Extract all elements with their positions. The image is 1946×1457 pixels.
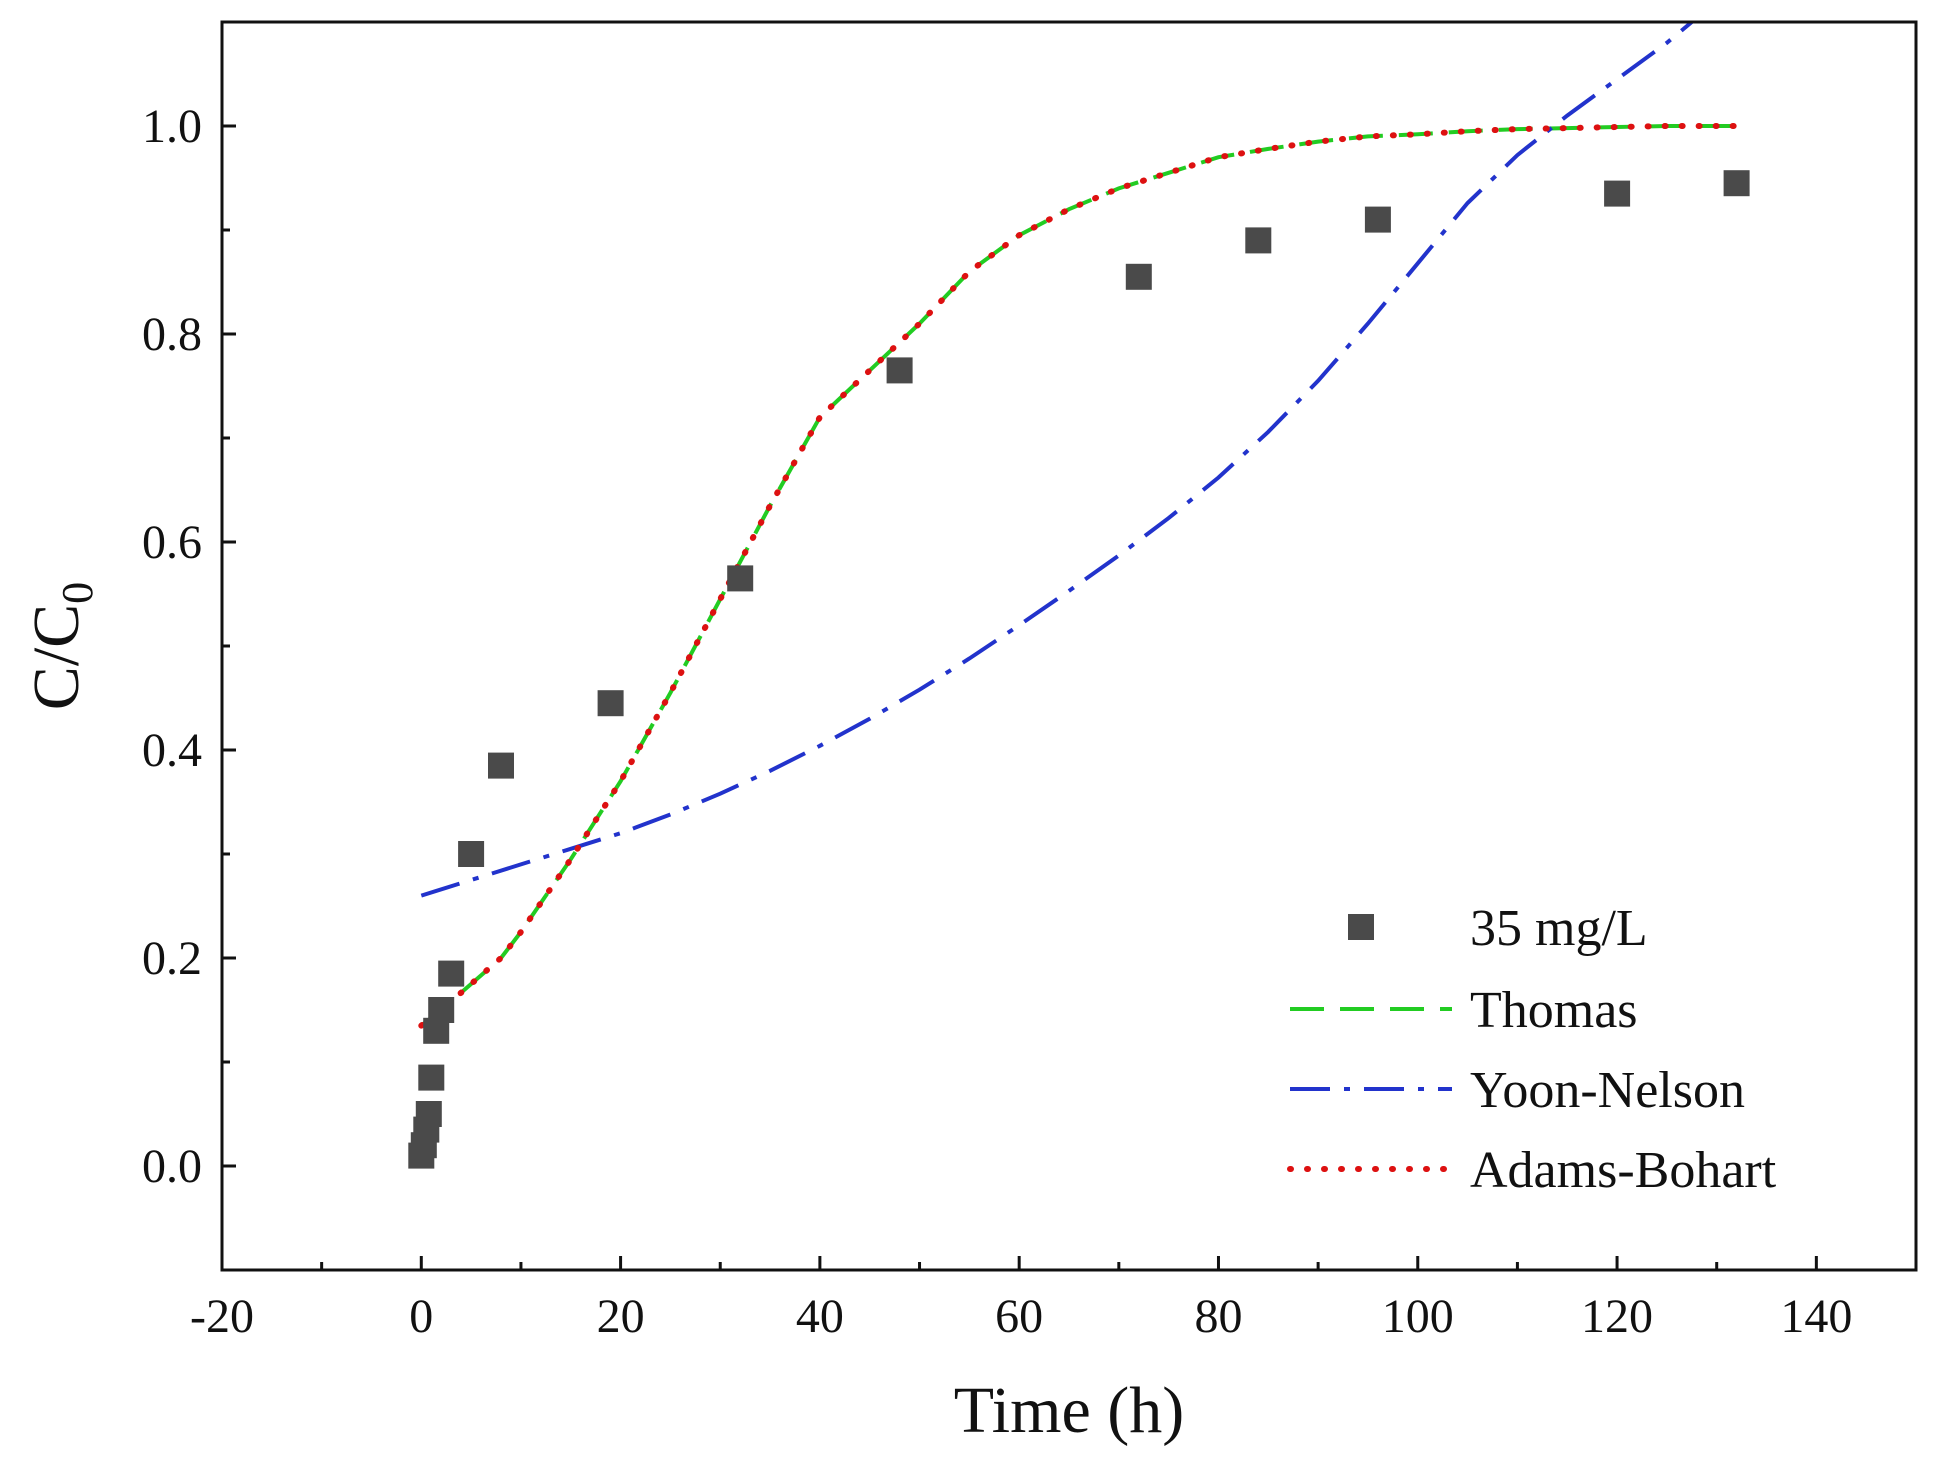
legend-marker xyxy=(1348,914,1374,940)
legend-label: 35 mg/L xyxy=(1470,900,1648,957)
ticks-layer: -20 0 20 40 60 80 100 120 140 0.0 0.2 0.4 0.6 0.8 1.0 xyxy=(142,100,1852,1343)
series-layer xyxy=(408,22,1750,1169)
data-point xyxy=(1604,180,1631,207)
x-tick-label: -20 xyxy=(190,1290,254,1343)
x-tick-label: 60 xyxy=(995,1290,1043,1343)
data-point xyxy=(1364,206,1391,233)
legend-label: Thomas xyxy=(1470,982,1638,1039)
data-point xyxy=(488,752,514,779)
y-tick-label: 0.4 xyxy=(142,724,202,777)
y-axis-title-main: C/C xyxy=(20,604,93,710)
data-point xyxy=(1723,170,1750,197)
x-tick-label: 40 xyxy=(796,1290,844,1343)
data-point xyxy=(428,997,455,1023)
series-line-adams-bohart xyxy=(418,123,1740,1029)
data-point xyxy=(1245,227,1272,254)
x-tick-label: 100 xyxy=(1382,1290,1454,1343)
legend-label: Yoon-Nelson xyxy=(1470,1062,1745,1119)
data-point xyxy=(415,1101,442,1127)
series-line-yoon-nelson xyxy=(420,22,1694,898)
legend: 35 mg/L Thomas Yoon-Nelson Adams-Bohart xyxy=(1287,900,1777,1199)
data-point xyxy=(886,357,913,384)
data-point xyxy=(438,960,465,987)
x-axis-title: Time (h) xyxy=(954,1374,1184,1447)
data-point xyxy=(597,690,624,717)
y-tick-label: 1.0 xyxy=(142,100,202,153)
y-tick-label: 0.6 xyxy=(142,516,202,569)
legend-label: Adams-Bohart xyxy=(1470,1142,1777,1199)
data-point xyxy=(1125,263,1152,290)
data-point xyxy=(458,841,485,867)
data-point xyxy=(727,565,754,592)
y-tick-label: 0.8 xyxy=(142,308,202,361)
x-tick-label: 20 xyxy=(597,1290,645,1343)
y-tick-label: 0.2 xyxy=(142,932,202,985)
x-tick-label: 0 xyxy=(409,1290,433,1343)
data-point xyxy=(418,1064,445,1091)
x-tick-label: 120 xyxy=(1581,1290,1653,1343)
x-tick-label: 140 xyxy=(1780,1290,1852,1343)
x-tick-label: 80 xyxy=(1194,1290,1242,1343)
y-axis-title: C/C0 xyxy=(20,582,102,710)
y-tick-label: 0.0 xyxy=(142,1140,202,1193)
y-axis-title-subscript: 0 xyxy=(53,582,102,604)
